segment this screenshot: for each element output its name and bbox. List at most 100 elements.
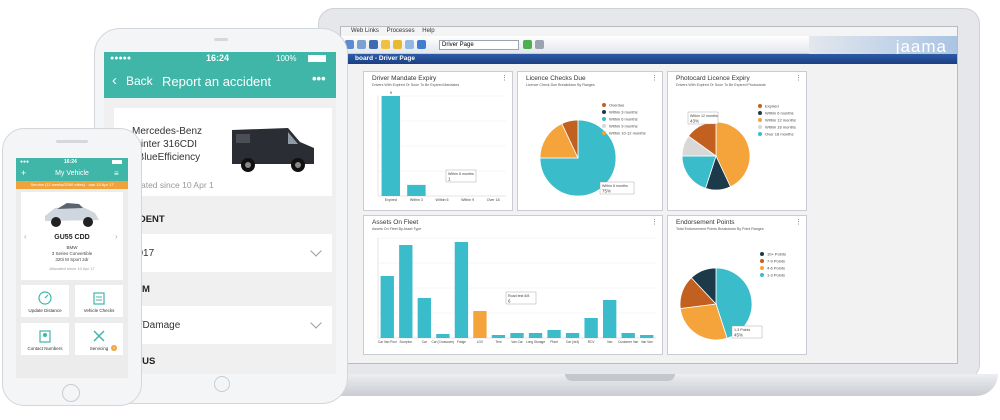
tile-servicing[interactable]: Servicing 1	[75, 323, 123, 355]
more-icon[interactable]: ⋮	[795, 219, 802, 226]
address-book-icon	[39, 330, 51, 343]
menu-processes[interactable]: Processes	[386, 28, 415, 34]
callout-label: Within 6 months	[602, 184, 628, 188]
callout-label: Within 6 months	[448, 172, 474, 176]
globe-icon[interactable]	[417, 40, 426, 49]
chevron-down-icon	[310, 245, 322, 257]
vehicle-variant: 320i M Sport 2dr	[55, 257, 89, 262]
bar	[565, 333, 580, 338]
phone-speaker	[56, 140, 88, 143]
app-header: ‹ Back Report an accident •••	[104, 65, 336, 98]
status-bar: ●●●●● 16:24 100%	[104, 52, 336, 65]
tile-label: Servicing	[89, 346, 109, 351]
toolbar: Driver Page jaama	[341, 36, 957, 56]
settings-icon[interactable]	[535, 40, 544, 49]
folder-icon[interactable]	[381, 40, 390, 49]
panel-title: Driver Mandate Expiry	[372, 75, 437, 82]
bar-value-label: 9	[390, 90, 393, 95]
vehicle-model: 3 Series Convertible	[51, 251, 93, 256]
legend-swatch	[602, 117, 606, 121]
vehicle-make: Mercedes-Benz	[132, 126, 203, 137]
panel-photocard: Photocard Licence Expiry Drivers With Ex…	[667, 71, 807, 211]
pie-slice	[715, 121, 751, 188]
incident-date-field[interactable]: 03/2017	[114, 234, 332, 272]
back-chevron-icon[interactable]: ‹	[112, 72, 117, 89]
x-tick-label: Van Car	[511, 340, 523, 344]
more-icon[interactable]: ⋮	[651, 219, 658, 226]
assets-chart: Car Van Pool Scorpion Car Car (Crossover) Fr…	[377, 237, 656, 344]
next-chevron-icon[interactable]: ›	[115, 232, 118, 241]
claim-type-value: ident/Damage	[118, 320, 181, 331]
vehicle-model: printer 316CDI	[132, 139, 198, 150]
back-icon[interactable]	[357, 40, 366, 49]
battery-label: 100%	[276, 54, 297, 63]
battery-icon	[112, 160, 122, 164]
x-tick-label: Within 6	[436, 198, 449, 202]
claim-type-field[interactable]: ident/Damage	[114, 306, 332, 344]
legend-label: Within 12 months	[765, 118, 796, 123]
more-icon[interactable]: •••	[312, 71, 326, 86]
panel-subtitle: Assets On Fleet By Asset Type	[372, 227, 422, 231]
refresh-icon[interactable]	[405, 40, 414, 49]
legend-swatch	[760, 273, 764, 277]
page-title: Report an accident	[162, 74, 272, 89]
bar	[547, 330, 561, 338]
laptop-screen: Web Links Processes Help Driver Page jaa…	[340, 26, 958, 364]
legend-swatch	[602, 103, 606, 107]
phone-home-button[interactable]	[62, 384, 80, 402]
home-icon[interactable]	[345, 40, 354, 49]
x-tick-label: Van Van	[641, 340, 653, 344]
x-tick-label: Fridge	[457, 340, 466, 344]
panel-title: Licence Checks Due	[526, 75, 586, 82]
van-image	[232, 128, 314, 172]
signal-icon: ●●●	[20, 159, 30, 165]
more-icon[interactable]: ⋮	[501, 75, 508, 82]
add-icon[interactable]: +	[21, 168, 27, 178]
page-title: My Vehicle	[55, 170, 89, 177]
user-icon[interactable]	[369, 40, 378, 49]
tile-update-distance[interactable]: Update Distance	[21, 285, 69, 317]
menu-icon[interactable]: ≡	[114, 169, 119, 178]
more-icon[interactable]: ⋮	[651, 75, 658, 82]
report-icon[interactable]	[393, 40, 402, 49]
back-button[interactable]: Back	[126, 74, 153, 88]
prev-chevron-icon[interactable]: ‹	[24, 232, 27, 241]
page-select[interactable]: Driver Page	[439, 40, 519, 50]
legend-label: 10+ Points	[767, 252, 786, 257]
allocated-since: Allocated since 10 Apr 17	[49, 266, 95, 271]
brand-gradient	[809, 36, 957, 54]
legend-swatch	[602, 124, 606, 128]
vehicle-card[interactable]: ‹ › GU55 CDD BMW 3 Series Convertible 32…	[21, 192, 123, 280]
legend-label: Overdue	[609, 103, 625, 108]
tile-contact-numbers[interactable]: Contact Numbers	[21, 323, 69, 355]
x-tick-label: Customer Van	[618, 340, 638, 344]
pie-slice	[679, 303, 728, 341]
service-banner[interactable]: Service (12 weeks/2000 miles) · due 10 A…	[16, 181, 128, 189]
panel-endorsement: Endorsement Points Total Endorsement Poi…	[667, 215, 807, 355]
vehicle-card[interactable]: Mercedes-Benz printer 316CDI t BlueEffic…	[114, 108, 332, 196]
legend-label: Within 9 months	[609, 124, 638, 129]
speedometer-icon	[38, 291, 52, 305]
panel-assets-on-fleet: Assets On Fleet Assets On Fleet By Asset…	[363, 215, 663, 355]
more-icon[interactable]: ⋮	[795, 75, 802, 82]
licence-checks-chart: Overdue Within 3 months Within 6 months Wit…	[539, 103, 646, 197]
callout-label: Within 12 months	[690, 114, 718, 118]
car-image	[45, 203, 99, 227]
legend-swatch	[758, 118, 762, 122]
status-time: 16:24	[64, 159, 77, 165]
legend-label: Within 10-12 months	[609, 131, 646, 136]
legend-label: Over 18 months	[765, 132, 793, 137]
legend-label: 7-9 Points	[767, 259, 785, 264]
tablet-home-button[interactable]	[214, 376, 230, 392]
go-icon[interactable]	[523, 40, 532, 49]
tile-vehicle-checks[interactable]: Vehicle Checks	[75, 285, 123, 317]
signal-icon: ●●●●●	[110, 55, 132, 62]
callout-label: 1-3 Points	[734, 328, 750, 332]
callout-value: 6	[508, 299, 511, 304]
vehicle-make: BMW	[66, 245, 78, 250]
menu-help[interactable]: Help	[422, 28, 435, 34]
endorsement-chart: 10+ Points 7-9 Points 4-6 Points 1-3 Points…	[679, 252, 786, 341]
laptop-base	[258, 374, 998, 396]
x-tick-label: Within 9	[461, 198, 474, 202]
menu-web-links[interactable]: Web Links	[351, 28, 379, 34]
